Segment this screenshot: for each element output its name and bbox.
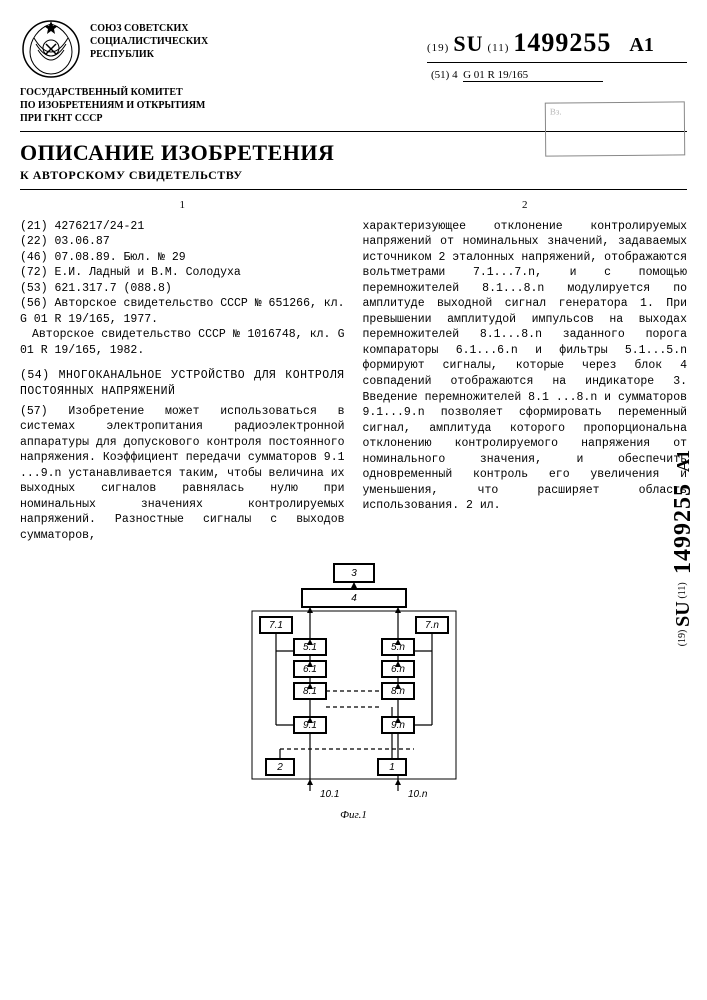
svg-text:7.1: 7.1 [269, 620, 283, 631]
doc-subtitle: К АВТОРСКОМУ СВИДЕТЕЛЬСТВУ [20, 168, 687, 183]
column-number: 1 [20, 198, 345, 213]
column-number: 2 [363, 198, 688, 213]
ussr-emblem-icon [20, 18, 82, 80]
divider [20, 189, 687, 190]
invention-title: (54) МНОГОКАНАЛЬНОЕ УСТРОЙСТВО ДЛЯ КОНТР… [20, 368, 345, 399]
svg-text:3: 3 [351, 568, 357, 579]
block-diagram: 347.17.n5.15.n6.16.n8.18.n9.19.n2110.110… [204, 559, 504, 805]
abstract-col2: характеризующее отклонение контролируемы… [363, 219, 688, 514]
side-document-number: (19) SU (11) 1499255 A1 [667, 450, 701, 646]
svg-text:2: 2 [276, 762, 283, 773]
document-number-block: (19) SU (11) 1499255 A1 (51) 4 G 01 R 19… [427, 18, 687, 82]
column-2: 2 характеризующее отклонение контролируе… [363, 198, 688, 543]
svg-text:10.n: 10.n [408, 789, 428, 800]
column-1: 1 (21) 4276217/24-21 (22) 03.06.87 (46) … [20, 198, 345, 543]
org-name: СОЮЗ СОВЕТСКИХ СОЦИАЛИСТИЧЕСКИХ РЕСПУБЛИ… [90, 18, 208, 61]
abstract-col1: (57) Изобретение может использоваться в … [20, 404, 345, 544]
bibliographic-data: (21) 4276217/24-21 (22) 03.06.87 (46) 07… [20, 219, 345, 359]
svg-text:7.n: 7.n [425, 620, 439, 631]
body-columns: 1 (21) 4276217/24-21 (22) 03.06.87 (46) … [20, 198, 687, 543]
stamp-box: Вз. [545, 101, 685, 156]
svg-text:1: 1 [389, 762, 395, 773]
figure-label: Фиг.1 [20, 809, 687, 821]
svg-text:4: 4 [351, 593, 357, 604]
svg-text:10.1: 10.1 [320, 789, 339, 800]
